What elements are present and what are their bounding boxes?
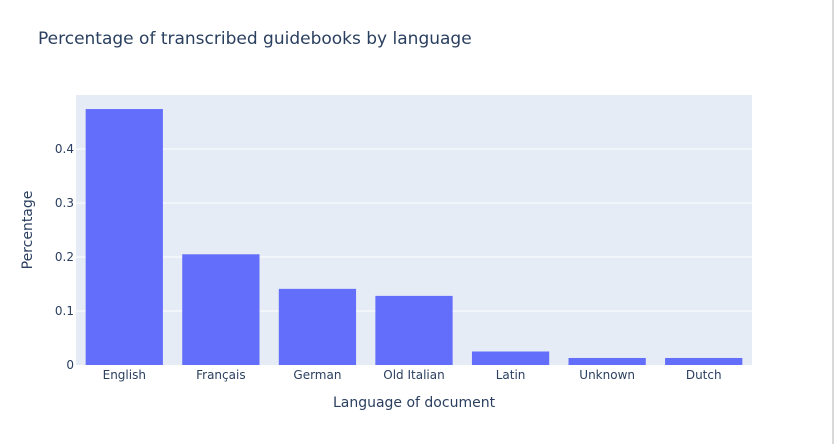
- x-axis-title: Language of document: [333, 395, 496, 411]
- x-tick-label: Unknown: [579, 368, 635, 382]
- bar: [182, 254, 260, 365]
- bar: [665, 357, 743, 365]
- bar: [471, 351, 550, 365]
- bar: [85, 109, 163, 365]
- y-tick-label: 0.3: [55, 196, 74, 210]
- x-tick-label: Old Italian: [383, 368, 444, 382]
- bar: [568, 357, 646, 365]
- x-tick-label: English: [103, 368, 146, 382]
- x-tick-label: Français: [196, 368, 245, 382]
- x-axis-ticks: English Français German Old Italian Latin Unk…: [103, 368, 722, 382]
- bar: [375, 295, 453, 365]
- x-tick-label: Dutch: [686, 368, 722, 382]
- bar: [278, 288, 357, 365]
- x-tick-label: German: [293, 368, 341, 382]
- chart-title: Percentage of transcribed guidebooks by …: [38, 29, 472, 49]
- y-tick-label: 0: [66, 358, 74, 372]
- y-tick-label: 0.4: [55, 142, 74, 156]
- x-tick-label: Latin: [496, 368, 526, 382]
- bars: [85, 109, 743, 365]
- y-axis-ticks: 0 0.1 0.2 0.3 0.4: [55, 142, 74, 372]
- window-edge: [832, 0, 834, 444]
- y-tick-label: 0.2: [55, 250, 74, 264]
- y-axis-title: Percentage: [20, 191, 36, 270]
- y-tick-label: 0.1: [55, 304, 74, 318]
